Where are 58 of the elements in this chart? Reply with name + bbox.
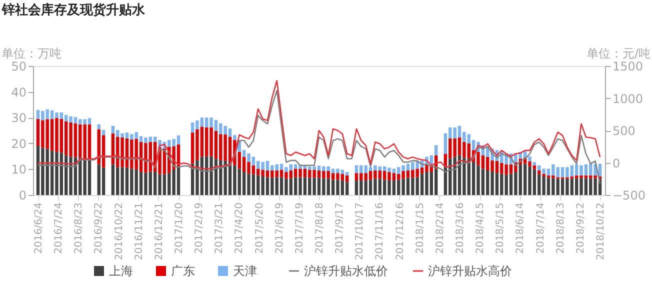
bar xyxy=(434,168,438,195)
x-tick-label: 2018/7/14 xyxy=(535,202,546,254)
legend-label: 天津 xyxy=(233,264,257,278)
y2-tick-label: 0 xyxy=(612,156,620,170)
x-tick-label: 2018/2/14 xyxy=(434,202,446,254)
x-tick-label: 2018/10/12 xyxy=(596,202,606,260)
line-series xyxy=(37,80,601,170)
bar xyxy=(111,126,115,134)
y-tick-label: 10 xyxy=(11,162,26,177)
x-tick-label: 2016/6/24 xyxy=(34,202,44,254)
bar xyxy=(528,156,532,162)
bar xyxy=(102,130,106,136)
bar xyxy=(434,145,438,156)
bar xyxy=(102,168,106,195)
y-axis-title: 单位：万吨 xyxy=(2,46,62,60)
bar xyxy=(111,164,115,195)
legend-label: 广东 xyxy=(171,264,195,278)
x-tick-label: 2018/9/12 xyxy=(575,202,586,254)
y2-tick-label: 1000 xyxy=(612,92,644,106)
y2-tick-label: 500 xyxy=(612,124,636,138)
x-tick-label: 2017/2/19 xyxy=(194,202,206,254)
y-tick-label: 50 xyxy=(11,60,26,74)
bar xyxy=(532,162,536,166)
x-tick-label: 2017/8/18 xyxy=(314,202,326,254)
x-tick-label: 2017/1/20 xyxy=(174,202,185,254)
y-tick-label: 20 xyxy=(11,136,26,151)
x-tick-label: 2018/4/15 xyxy=(475,202,486,254)
x-tick-label: 2018/3/16 xyxy=(455,202,466,254)
x-tick-label: 2016/9/22 xyxy=(94,202,105,254)
x-tick-label: 2016/7/24 xyxy=(54,202,65,254)
x-tick-label: 2017/9/17 xyxy=(334,202,346,254)
legend-label: 沪锌升贴水低价 xyxy=(304,264,388,278)
y2-tick-label: 1500 xyxy=(612,60,644,74)
x-tick-label: 2017/12/16 xyxy=(394,202,406,260)
x-tick-label: 2016/10/22 xyxy=(114,202,125,260)
x-tick-label: 2016/12/21 xyxy=(154,202,165,260)
x-tick-label: 2018/8/13 xyxy=(555,202,566,254)
line-series xyxy=(37,90,601,184)
x-tick-label: 2018/6/14 xyxy=(515,202,526,254)
x-tick-label: 2017/11/16 xyxy=(374,202,386,260)
y-tick-label: 40 xyxy=(11,85,26,100)
x-tick-label: 2017/4/20 xyxy=(234,202,246,254)
y-tick-label: 0 xyxy=(18,188,26,202)
legend-label: 上海 xyxy=(109,264,133,278)
y2-axis-title: 单位：元/吨 xyxy=(586,46,650,60)
x-tick-label: 2016/11/21 xyxy=(134,202,145,260)
x-tick-label: 2018/5/15 xyxy=(495,202,506,254)
y-tick-label: 30 xyxy=(11,111,26,126)
chart-title: 锌社会库存及现货升贴水 xyxy=(1,2,146,18)
x-tick-label: 2017/7/19 xyxy=(294,202,306,254)
x-tick-label: 2017/5/20 xyxy=(254,202,266,254)
x-tick-label: 2017/10/17 xyxy=(354,202,366,260)
x-tick-label: 2016/8/23 xyxy=(74,202,85,254)
legend-label: 沪锌升贴水高价 xyxy=(428,264,512,278)
x-tick-label: 2018/1/15 xyxy=(414,202,426,254)
y2-tick-label: −500 xyxy=(612,188,646,202)
x-tick-label: 2017/6/19 xyxy=(274,202,286,254)
x-tick-label: 2017/3/21 xyxy=(214,202,226,254)
